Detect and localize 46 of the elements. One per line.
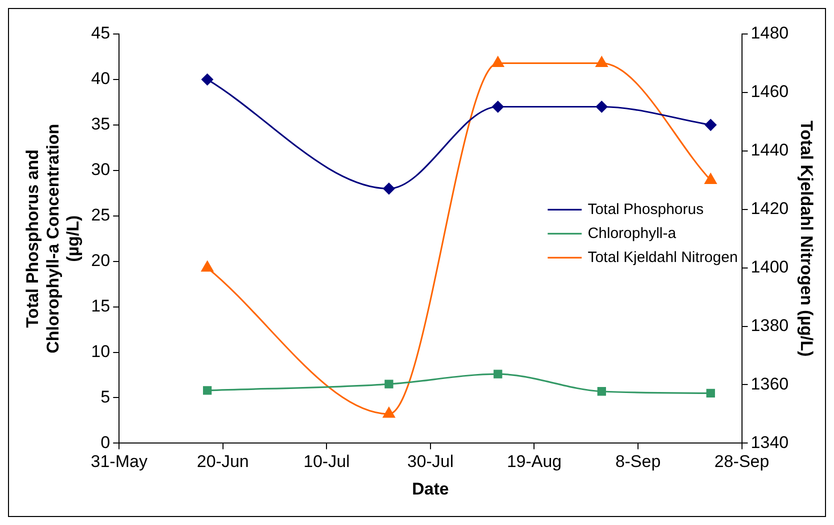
y2-tick-label: 1420: [750, 199, 789, 218]
legend-label: Total Kjeldahl Nitrogen: [588, 248, 738, 266]
x-tick-label: 19-Aug: [506, 452, 562, 472]
point: [492, 56, 504, 68]
y-tick-label: 25: [91, 206, 110, 225]
y2-tick-label: 1380: [750, 316, 789, 335]
point: [382, 407, 395, 418]
y2-axis-title: Total Kjeldahl Nitrogen (µg/L): [797, 120, 816, 357]
point: [383, 182, 395, 194]
y2-tick-label: 1360: [750, 374, 789, 394]
point: [202, 386, 212, 395]
point: [201, 261, 214, 272]
y-tick-label: 10: [91, 342, 110, 361]
y-tick-label: 15: [91, 296, 110, 316]
y-tick-label: 40: [91, 69, 110, 88]
legend-label: Chlorophyll-a: [588, 224, 677, 242]
legend-label: Total Phosphorus: [588, 200, 704, 218]
y2-tick-label: 1480: [750, 24, 789, 43]
y-tick-label: 0: [100, 432, 110, 452]
y-tick-label: 20: [91, 251, 110, 270]
point: [384, 380, 394, 388]
point: [704, 173, 717, 184]
point: [596, 56, 608, 68]
y-tick-label: 35: [91, 114, 110, 134]
x-tick-label: 10-Jul: [304, 452, 350, 472]
x-tick-label: 8-Sep: [615, 452, 661, 472]
y2-tick-label: 1340: [750, 432, 789, 452]
y2-tick-label: 1460: [750, 82, 789, 102]
y2-tick-label: 1400: [750, 258, 789, 277]
y-tick-label: 45: [91, 24, 110, 43]
point: [704, 119, 716, 131]
x-tick-label: 30-Jul: [407, 452, 454, 472]
point: [597, 387, 606, 396]
point: [494, 370, 502, 378]
point: [492, 100, 504, 113]
y-tick-label: 30: [91, 160, 110, 180]
point: [706, 388, 715, 398]
point: [202, 74, 214, 86]
x-tick-label: 20-Jun: [196, 452, 249, 472]
y2-tick-label: 1440: [750, 140, 789, 160]
y-tick-label: 5: [100, 387, 110, 406]
point: [596, 100, 608, 113]
y-axis-title: Total Phosphorus and Chlorophyll-a Concentration (µg/L): [22, 124, 83, 354]
x-axis-title: Date: [412, 479, 449, 498]
x-tick-label: 31-May: [90, 452, 148, 472]
x-tick-label: 28-Sep: [714, 452, 770, 472]
